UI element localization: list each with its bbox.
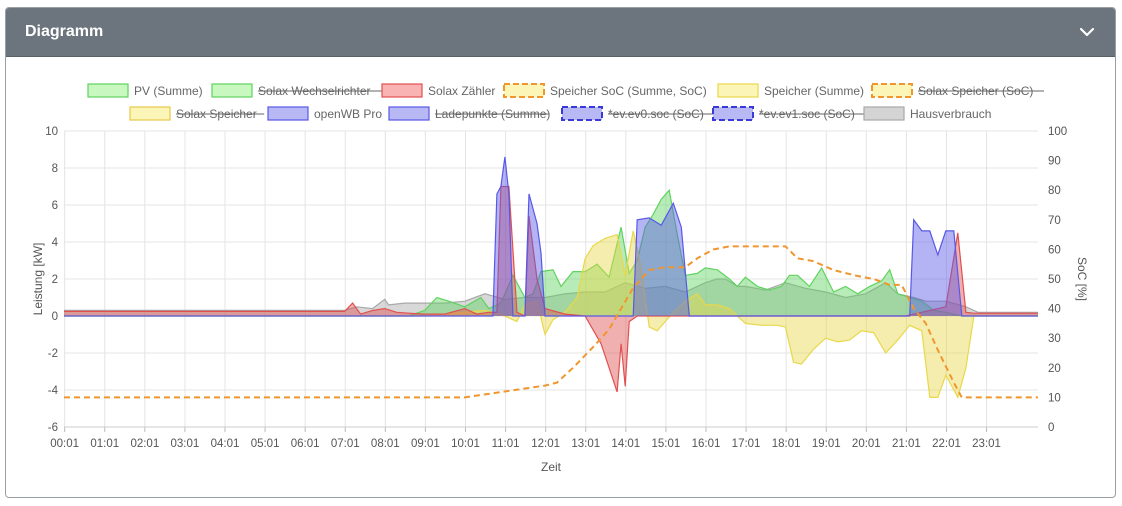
y-axis-title: Leistung [kW]: [31, 243, 45, 316]
x-tick-label: 14:01: [611, 438, 640, 450]
series-area-pv-summe: [64, 190, 1038, 316]
y2-tick-label: 90: [1048, 156, 1061, 168]
legend-label[interactable]: Speicher SoC (Summe, SoC): [550, 84, 707, 98]
y2-tick-label: 50: [1048, 274, 1061, 286]
legend-label[interactable]: Speicher (Summe): [764, 84, 864, 98]
legend-swatch[interactable]: [129, 106, 171, 121]
legend-swatch[interactable]: [863, 106, 905, 121]
y2-tick-label: 10: [1048, 392, 1061, 404]
legend-label[interactable]: PV (Summe): [134, 84, 203, 98]
x-tick-label: 13:01: [571, 438, 600, 450]
legend-label[interactable]: Hausverbrauch: [910, 107, 991, 121]
x-tick-label: 02:01: [130, 438, 159, 450]
legend-label[interactable]: Solax Zähler: [428, 84, 495, 98]
y2-tick-label: 30: [1048, 333, 1061, 345]
y2-tick-label: 100: [1048, 126, 1067, 138]
x-tick-label: 18:01: [772, 438, 801, 450]
series-line-speicher-soc-summe-soc: [64, 245, 1038, 399]
y2-axis-title: SoC [%]: [1075, 257, 1089, 301]
y2-tick-label: 40: [1048, 304, 1061, 316]
y-tick-label: 4: [52, 237, 59, 249]
legend-swatch[interactable]: [561, 106, 603, 121]
x-tick-label: 22:01: [932, 438, 961, 450]
y2-tick-label: 60: [1048, 244, 1061, 256]
x-tick-label: 23:01: [972, 438, 1001, 450]
y2-tick-label: 20: [1048, 363, 1061, 375]
y-tick-label: 10: [45, 126, 58, 138]
y-tick-label: -6: [48, 422, 58, 434]
x-tick-label: 03:01: [171, 438, 200, 450]
legend-swatch[interactable]: [717, 83, 759, 98]
x-axis-title: Zeit: [541, 460, 562, 474]
x-tick-label: 12:01: [531, 438, 560, 450]
card-header[interactable]: Diagramm: [6, 8, 1115, 57]
legend-label[interactable]: openWB Pro: [314, 107, 382, 121]
y2-tick-label: 0: [1048, 422, 1054, 434]
series-line-openwb-pro: [64, 156, 1038, 317]
series-line-hausverbrauch: [64, 278, 1038, 313]
y-tick-label: 8: [52, 163, 58, 175]
x-tick-label: 05:01: [251, 438, 280, 450]
x-tick-label: 00:01: [50, 438, 79, 450]
chevron-down-icon[interactable]: [1079, 25, 1095, 39]
x-tick-label: 04:01: [211, 438, 240, 450]
series-area-hausverbrauch: [64, 279, 1038, 316]
x-tick-label: 11:01: [492, 438, 520, 450]
y-tick-label: 2: [52, 274, 58, 286]
series-line-pv-summe: [64, 188, 1038, 317]
legend-swatch[interactable]: [211, 83, 253, 98]
legend-swatch[interactable]: [388, 106, 430, 121]
legend-swatch[interactable]: [503, 83, 545, 98]
chart: 1086420-2-4-6100908070605040302010000:01…: [31, 83, 1089, 474]
x-tick-label: 01:01: [90, 438, 119, 450]
x-tick-label: 10:01: [451, 438, 480, 450]
x-tick-label: 16:01: [692, 438, 721, 450]
series-area-speicher-summe: [64, 230, 1038, 398]
y2-tick-label: 80: [1048, 185, 1061, 197]
series-area-openwb-pro: [64, 156, 1038, 316]
x-tick-label: 06:01: [291, 438, 320, 450]
x-tick-label: 08:01: [371, 438, 400, 450]
y-tick-label: 0: [52, 311, 58, 323]
x-tick-label: 09:01: [411, 438, 440, 450]
x-tick-label: 17:01: [732, 438, 761, 450]
legend-swatch[interactable]: [267, 106, 309, 121]
y-tick-label: -2: [48, 348, 58, 360]
card-title: Diagramm: [25, 23, 104, 40]
y2-tick-label: 70: [1048, 215, 1061, 227]
y-tick-label: -4: [48, 385, 59, 397]
y-tick-label: 6: [52, 200, 58, 212]
diagram-card: Diagramm 10 8 6 4 2 0 -2 -4 -6 100 90 80 70 60 50 40 30 2…: [5, 7, 1116, 498]
legend-swatch[interactable]: [381, 83, 423, 98]
legend-swatch[interactable]: [87, 83, 129, 98]
x-tick-label: 07:01: [331, 438, 360, 450]
x-tick-label: 20:01: [852, 438, 881, 450]
series-line-speicher-summe: [64, 230, 1038, 400]
legend-swatch[interactable]: [712, 106, 754, 121]
legend-swatch[interactable]: [871, 83, 913, 98]
x-tick-label: 19:01: [812, 438, 841, 450]
x-tick-label: 15:01: [652, 438, 681, 450]
x-tick-label: 21:01: [892, 438, 921, 450]
